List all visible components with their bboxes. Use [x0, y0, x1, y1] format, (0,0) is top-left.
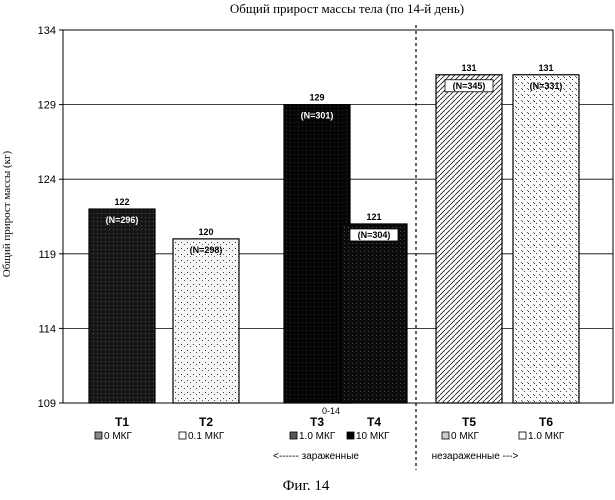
bar-t1 [89, 209, 155, 403]
category-label: T2 [199, 415, 213, 429]
y-tick-label: 114 [38, 323, 56, 335]
n-label: (N=296) [106, 215, 139, 225]
dose-label: 0 МКГ [104, 431, 132, 442]
category-label: T3 [310, 415, 324, 429]
x-axis-labels: T1 0 МКГ T2 0.1 МКГ T3 1.0 МКГ T4 10 МКГ T5 0 МКГ… [95, 415, 565, 442]
dose-swatch [179, 432, 186, 439]
value-label: 131 [461, 63, 476, 73]
dose-label: 0 МКГ [451, 431, 479, 442]
bar-t5 [436, 75, 502, 403]
value-label: 120 [198, 227, 213, 237]
dose-label: 1.0 МКГ [528, 431, 565, 442]
category-label: T1 [115, 415, 129, 429]
dose-label: 1.0 МКГ [299, 431, 336, 442]
dose-swatch [519, 432, 526, 439]
period-label: 0-14 [322, 406, 340, 416]
chart-title: Общий прирост массы тела (по 14-й день) [230, 1, 464, 16]
category-label: T6 [539, 415, 553, 429]
n-label: (N=301) [301, 111, 334, 121]
y-axis-label: Общий прирост массы (кг) [1, 150, 13, 277]
dose-swatch [442, 432, 449, 439]
category-label: T4 [367, 415, 381, 429]
dose-label: 0.1 МКГ [188, 431, 225, 442]
y-axis-ticks: 109 114 119 124 129 134 [38, 25, 63, 410]
value-label: 131 [538, 63, 553, 73]
n-label: (N=304) [358, 230, 391, 240]
dose-swatch [290, 432, 297, 439]
value-label: 129 [309, 93, 324, 103]
bars [89, 75, 579, 403]
figure-caption: Фиг. 14 [283, 478, 330, 494]
bar-t2 [173, 239, 239, 403]
category-label: T5 [462, 415, 476, 429]
value-label: 121 [366, 212, 381, 222]
group-label-infected: <------ зараженные [273, 451, 359, 462]
dose-swatch [95, 432, 102, 439]
value-label: 122 [114, 197, 129, 207]
group-label-uninfected: незараженные ---> [432, 451, 519, 462]
dose-swatch [347, 432, 354, 439]
y-tick-label: 134 [38, 25, 56, 37]
n-label: (N=298) [190, 245, 223, 255]
y-tick-label: 129 [38, 100, 56, 112]
bar-t6 [513, 75, 579, 403]
y-tick-label: 119 [38, 249, 56, 261]
dose-label: 10 МКГ [356, 431, 390, 442]
y-tick-label: 109 [38, 398, 56, 410]
n-label: (N=331) [530, 81, 563, 91]
y-tick-label: 124 [38, 174, 56, 186]
bar-t3 [284, 105, 350, 403]
bar-t4 [341, 224, 407, 403]
n-label: (N=345) [453, 81, 486, 91]
